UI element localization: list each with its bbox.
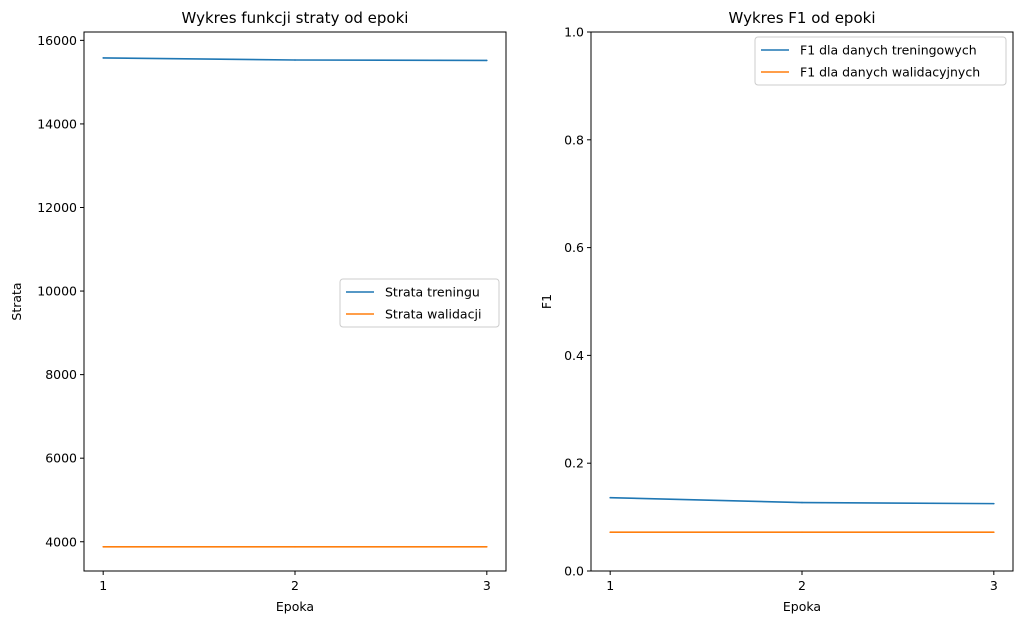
- data-point: [102, 57, 104, 59]
- y-tick-label: 10000: [37, 284, 77, 299]
- y-tick-label: 0.0: [564, 564, 584, 579]
- legend: F1 dla danych treningowych F1 dla danych …: [754, 36, 1007, 86]
- x-tick-label: 2: [798, 578, 806, 593]
- y-tick-label: 0.8: [564, 132, 584, 147]
- x-tick-label: 3: [483, 578, 491, 593]
- x-tick-label: 1: [606, 578, 614, 593]
- data-point: [609, 496, 611, 499]
- y-tick-label: 4000: [45, 534, 77, 549]
- data-point: [294, 545, 296, 548]
- x-tick-label: 3: [990, 578, 998, 593]
- x-axis-label: Epoka: [783, 599, 821, 614]
- y-axis-label: Strata: [9, 282, 24, 320]
- y-tick-label: 16000: [37, 33, 77, 48]
- y-tick-label: 6000: [45, 451, 77, 466]
- legend-label-1: Strata treningu: [385, 285, 480, 300]
- y-tick-label: 0.2: [564, 456, 584, 471]
- legend-box: [339, 278, 500, 328]
- y-axis-label: F1: [539, 294, 554, 309]
- x-axis-label: Epoka: [276, 599, 314, 614]
- data-point: [993, 502, 995, 505]
- data-point: [609, 531, 611, 533]
- legend-label-1: F1 dla danych treningowych: [800, 43, 977, 58]
- legend-label-2: F1 dla danych walidacyjnych: [800, 65, 980, 80]
- y-tick-label: 1.0: [564, 25, 584, 40]
- subplot-1: Wykres funkcji straty od epoki 1 2 3 4000 600…: [9, 9, 507, 614]
- y-tick-label: 0.4: [564, 348, 584, 363]
- y-tick-label: 0.6: [564, 240, 584, 255]
- y-tick-label: 8000: [45, 367, 77, 382]
- data-point: [102, 545, 104, 548]
- legend-label-2: Strata walidacji: [385, 307, 481, 322]
- data-point: [801, 501, 803, 504]
- data-point: [993, 531, 995, 533]
- x-tick-label: 1: [99, 578, 107, 593]
- data-point: [486, 545, 488, 548]
- data-point: [294, 59, 296, 61]
- x-tick-label: 2: [291, 578, 299, 593]
- chart-title: Wykres funkcji straty od epoki: [182, 9, 409, 27]
- y-tick-label: 14000: [37, 116, 77, 131]
- subplot-2: Wykres F1 od epoki 1 2 3 0.0 0.2 0.4 0.6 0.8 1.0 E…: [539, 9, 1014, 614]
- data-point: [486, 59, 488, 62]
- y-tick-label: 12000: [37, 200, 77, 215]
- data-point: [801, 531, 803, 533]
- chart-title: Wykres F1 od epoki: [729, 9, 876, 27]
- legend: Strata treningu Strata walidacji: [339, 278, 500, 328]
- plot-frame: [590, 31, 1014, 572]
- legend-box: [754, 36, 1007, 86]
